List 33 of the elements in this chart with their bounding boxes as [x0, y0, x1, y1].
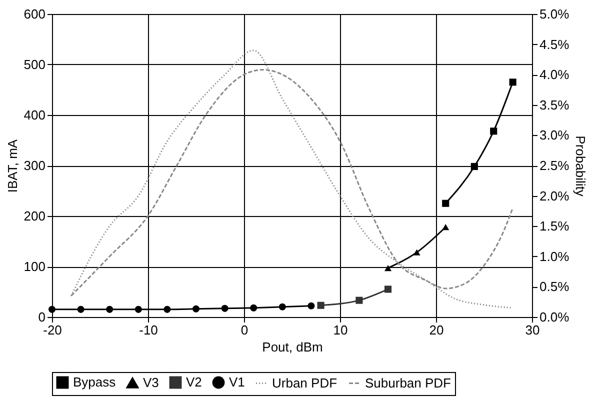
- legend-label: Urban PDF: [272, 375, 338, 390]
- y2-tick-label: 1.0%: [540, 248, 570, 264]
- y2-tick-label: 3.0%: [540, 128, 570, 143]
- x-tick-label: -10: [139, 322, 158, 338]
- y-tick-label: 200: [24, 208, 46, 224]
- y2-tick-label: 4.0%: [540, 67, 570, 82]
- legend-label: Bypass: [73, 374, 116, 390]
- x-tick-label: 10: [333, 322, 348, 338]
- x-tick-label: 20: [429, 322, 444, 338]
- y2-tick-label: 4.5%: [540, 36, 570, 52]
- y-axis-title: IBAT, mA: [4, 139, 20, 193]
- y-tick-label: 100: [24, 259, 46, 274]
- y2-tick-label: 3.5%: [540, 97, 570, 112]
- legend-label: Suburban PDF: [365, 375, 452, 390]
- y-tick-label: 500: [24, 57, 46, 72]
- y2-tick-label: 0.0%: [540, 310, 570, 324]
- x-tick-label: -20: [43, 322, 62, 338]
- legend-label: V2: [186, 374, 202, 390]
- y2-tick-label: 2.0%: [540, 188, 570, 204]
- y2-axis-title: Probability: [573, 136, 588, 197]
- legend-label: V3: [143, 374, 159, 390]
- y2-tick-label: 0.5%: [540, 279, 570, 294]
- y2-tick-label: 1.5%: [540, 218, 570, 234]
- legend-label: V1: [229, 374, 245, 390]
- y2-tick-label: 5.0%: [540, 6, 570, 22]
- y-tick-label: 0: [38, 310, 46, 324]
- y2-tick-label: 2.5%: [540, 158, 570, 173]
- x-tick-label: 30: [525, 322, 540, 338]
- x-axis-title: Pout, dBm: [262, 340, 323, 354]
- y-tick-label: 300: [24, 158, 46, 173]
- y-tick-label: 600: [24, 6, 46, 22]
- y-tick-label: 400: [24, 108, 46, 122]
- x-tick-label: 0: [240, 322, 248, 338]
